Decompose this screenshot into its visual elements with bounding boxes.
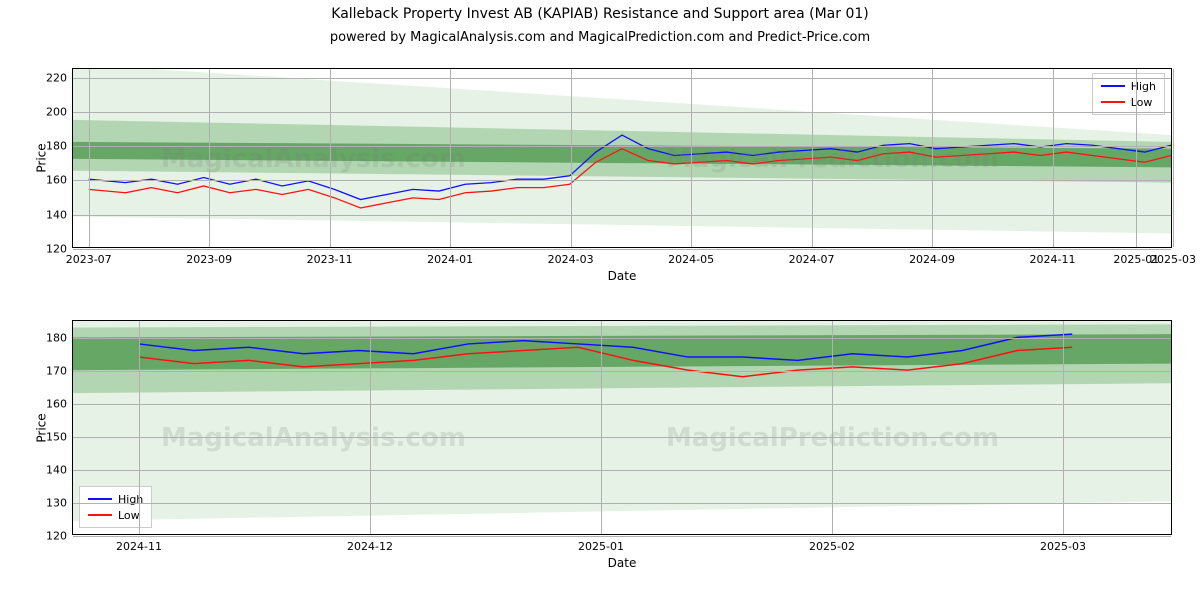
gridline-vertical	[571, 69, 572, 247]
chart-subtitle: powered by MagicalAnalysis.com and Magic…	[0, 22, 1200, 45]
gridline-horizontal	[73, 146, 1171, 147]
gridline-horizontal	[73, 470, 1171, 471]
x-tick-label: 2024-01	[427, 247, 473, 266]
legend-swatch-high	[88, 498, 112, 500]
upper-x-axis-label: Date	[608, 247, 637, 283]
gridline-horizontal	[73, 404, 1171, 405]
y-tick-label: 220	[46, 71, 73, 84]
chart-title: Kalleback Property Invest AB (KAPIAB) Re…	[0, 0, 1200, 22]
legend-item-high: High	[1101, 78, 1156, 94]
gridline-vertical	[832, 321, 833, 534]
y-tick-label: 120	[46, 530, 73, 543]
x-tick-label: 2024-09	[909, 247, 955, 266]
x-tick-label: 2025-03	[1040, 534, 1086, 553]
lower-chart: MagicalAnalysis.com MagicalPrediction.co…	[72, 320, 1172, 535]
gridline-horizontal	[73, 215, 1171, 216]
gridline-vertical	[691, 69, 692, 247]
x-tick-label: 2024-03	[548, 247, 594, 266]
gridline-vertical	[1053, 69, 1054, 247]
y-tick-label: 160	[46, 397, 73, 410]
legend-item-high: High	[88, 491, 143, 507]
gridline-horizontal	[73, 371, 1171, 372]
series-low	[139, 347, 1072, 376]
gridline-horizontal	[73, 338, 1171, 339]
upper-chart: MagicalAnalysis.com MagicalPrediction.co…	[72, 68, 1172, 248]
y-tick-label: 140	[46, 463, 73, 476]
legend-label-low: Low	[118, 509, 140, 522]
legend-label-high: High	[1131, 80, 1156, 93]
legend: High Low	[1092, 73, 1165, 115]
y-tick-label: 170	[46, 364, 73, 377]
gridline-horizontal	[73, 503, 1171, 504]
gridline-vertical	[450, 69, 451, 247]
x-tick-label: 2024-11	[1030, 247, 1076, 266]
y-tick-label: 180	[46, 331, 73, 344]
y-tick-label: 160	[46, 174, 73, 187]
gridline-vertical	[932, 69, 933, 247]
x-tick-label: 2025-03	[1150, 247, 1196, 266]
gridline-horizontal	[73, 437, 1171, 438]
series-low	[89, 149, 1171, 208]
legend-label-low: Low	[1131, 96, 1153, 109]
legend-item-low: Low	[88, 507, 143, 523]
legend-swatch-high	[1101, 85, 1125, 87]
upper-series-svg	[73, 69, 1171, 247]
legend-swatch-low	[88, 514, 112, 516]
x-tick-label: 2024-11	[116, 534, 162, 553]
legend-swatch-low	[1101, 101, 1125, 103]
upper-plot-area: MagicalAnalysis.com MagicalPrediction.co…	[73, 69, 1171, 247]
gridline-horizontal	[73, 180, 1171, 181]
gridline-vertical	[1136, 69, 1137, 247]
gridline-vertical	[1063, 321, 1064, 534]
gridline-vertical	[209, 69, 210, 247]
gridline-horizontal	[73, 78, 1171, 79]
x-tick-label: 2023-11	[307, 247, 353, 266]
gridline-vertical	[601, 321, 602, 534]
x-tick-label: 2025-02	[809, 534, 855, 553]
gridline-vertical	[370, 321, 371, 534]
x-tick-label: 2024-05	[668, 247, 714, 266]
x-tick-label: 2024-12	[347, 534, 393, 553]
y-tick-label: 180	[46, 140, 73, 153]
x-tick-label: 2024-07	[789, 247, 835, 266]
legend: High Low	[79, 486, 152, 528]
y-tick-label: 150	[46, 430, 73, 443]
gridline-vertical	[139, 321, 140, 534]
gridline-vertical	[1173, 69, 1174, 247]
gridline-horizontal	[73, 112, 1171, 113]
x-tick-label: 2025-01	[578, 534, 624, 553]
gridline-vertical	[89, 69, 90, 247]
gridline-vertical	[812, 69, 813, 247]
legend-item-low: Low	[1101, 94, 1156, 110]
x-tick-label: 2023-07	[66, 247, 112, 266]
gridline-vertical	[330, 69, 331, 247]
x-tick-label: 2023-09	[186, 247, 232, 266]
y-tick-label: 200	[46, 105, 73, 118]
y-tick-label: 140	[46, 208, 73, 221]
gridline-horizontal	[73, 249, 1171, 250]
y-tick-label: 130	[46, 496, 73, 509]
